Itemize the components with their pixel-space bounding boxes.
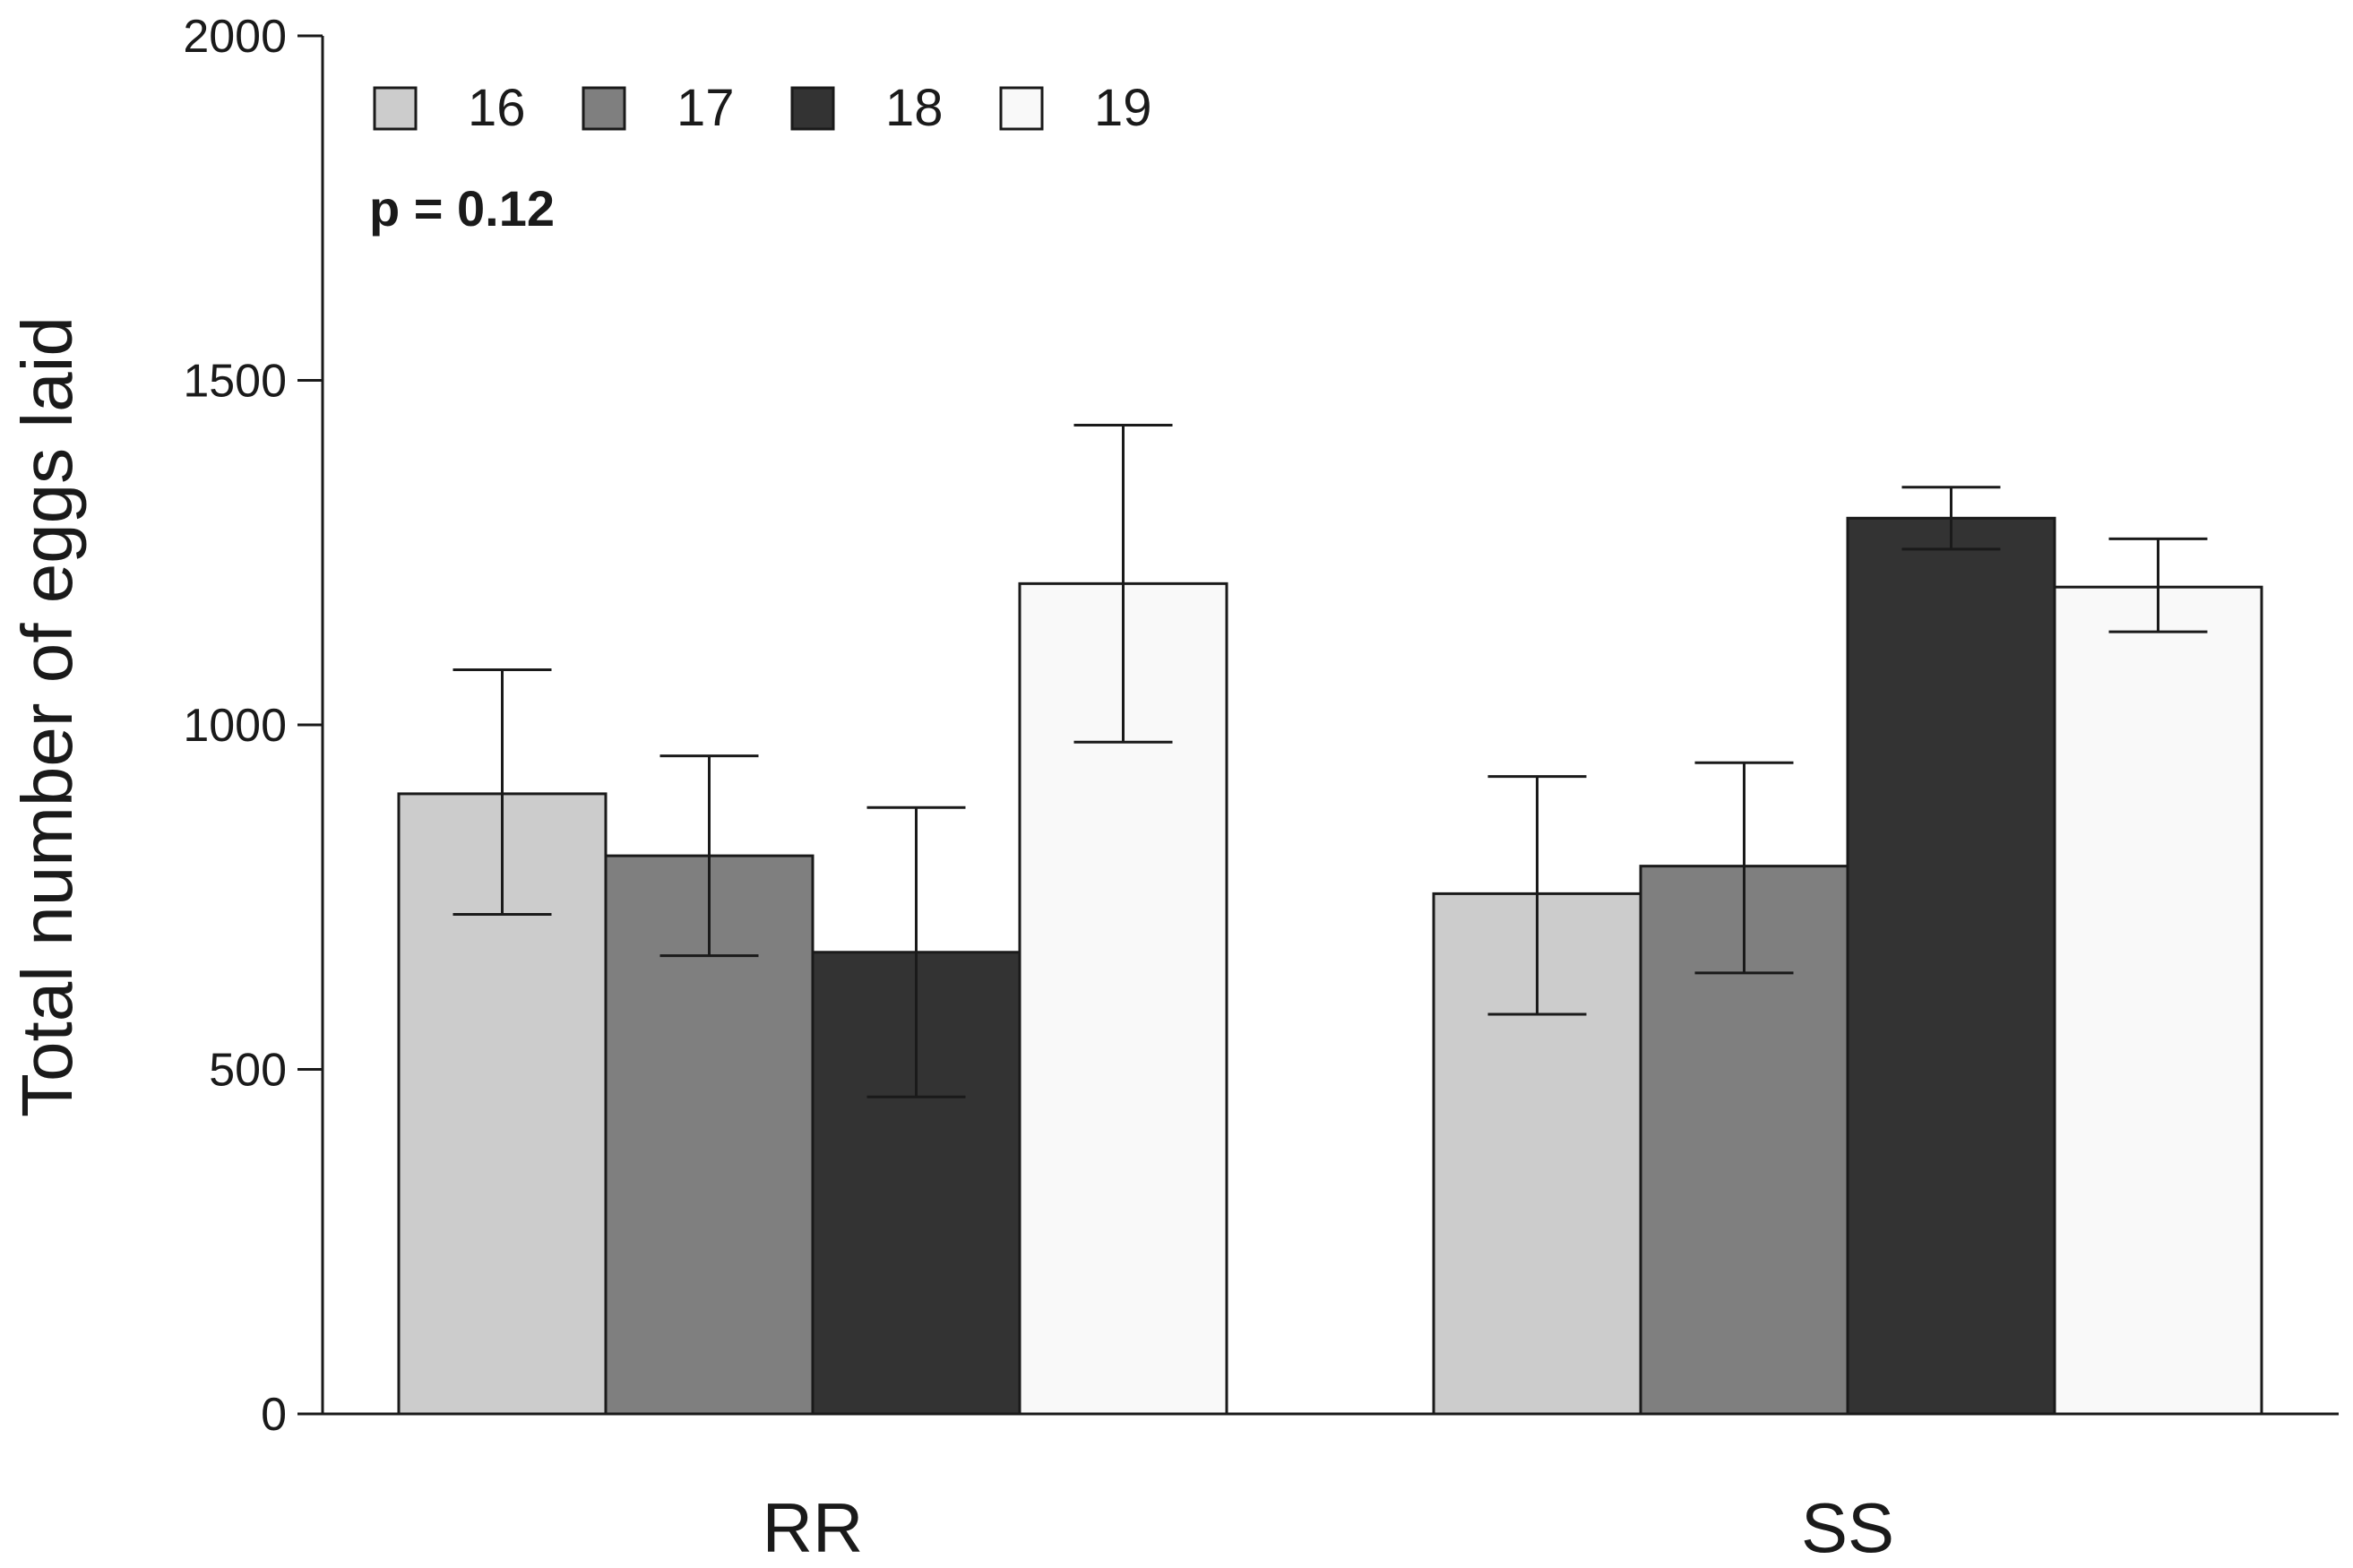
y-tick-label: 500 <box>209 1045 287 1097</box>
legend-swatch-16 <box>373 86 418 131</box>
bar-ss-18 <box>1846 516 2056 1416</box>
legend-label-16: 16 <box>468 79 526 137</box>
legend: 16 17 18 19 <box>373 79 1152 137</box>
legend-swatch-19 <box>999 86 1044 131</box>
bars <box>397 516 2263 1416</box>
y-tick-label: 1000 <box>183 700 287 752</box>
legend-label-17: 17 <box>677 79 735 137</box>
y-tick-label: 2000 <box>183 11 287 63</box>
category-label-rr: RR <box>763 1488 864 1567</box>
legend-swatch-17 <box>582 86 626 131</box>
legend-label-19: 19 <box>1094 79 1152 137</box>
p-value-annotation: p = 0.12 <box>369 180 555 237</box>
y-tick-label: 1500 <box>183 356 287 408</box>
error-bars <box>452 423 2208 1098</box>
y-axis-label: Total number of eggs laid <box>7 316 87 1117</box>
category-label-ss: SS <box>1801 1488 1894 1567</box>
y-tick-label: 0 <box>261 1389 287 1441</box>
legend-label-18: 18 <box>885 79 944 137</box>
category-labels: RR SS <box>763 1488 1894 1567</box>
y-axis-ticks: 0 500 1000 1500 2000 <box>183 11 323 1441</box>
bar-ss-19 <box>2053 585 2263 1416</box>
legend-swatch-18 <box>790 86 835 131</box>
